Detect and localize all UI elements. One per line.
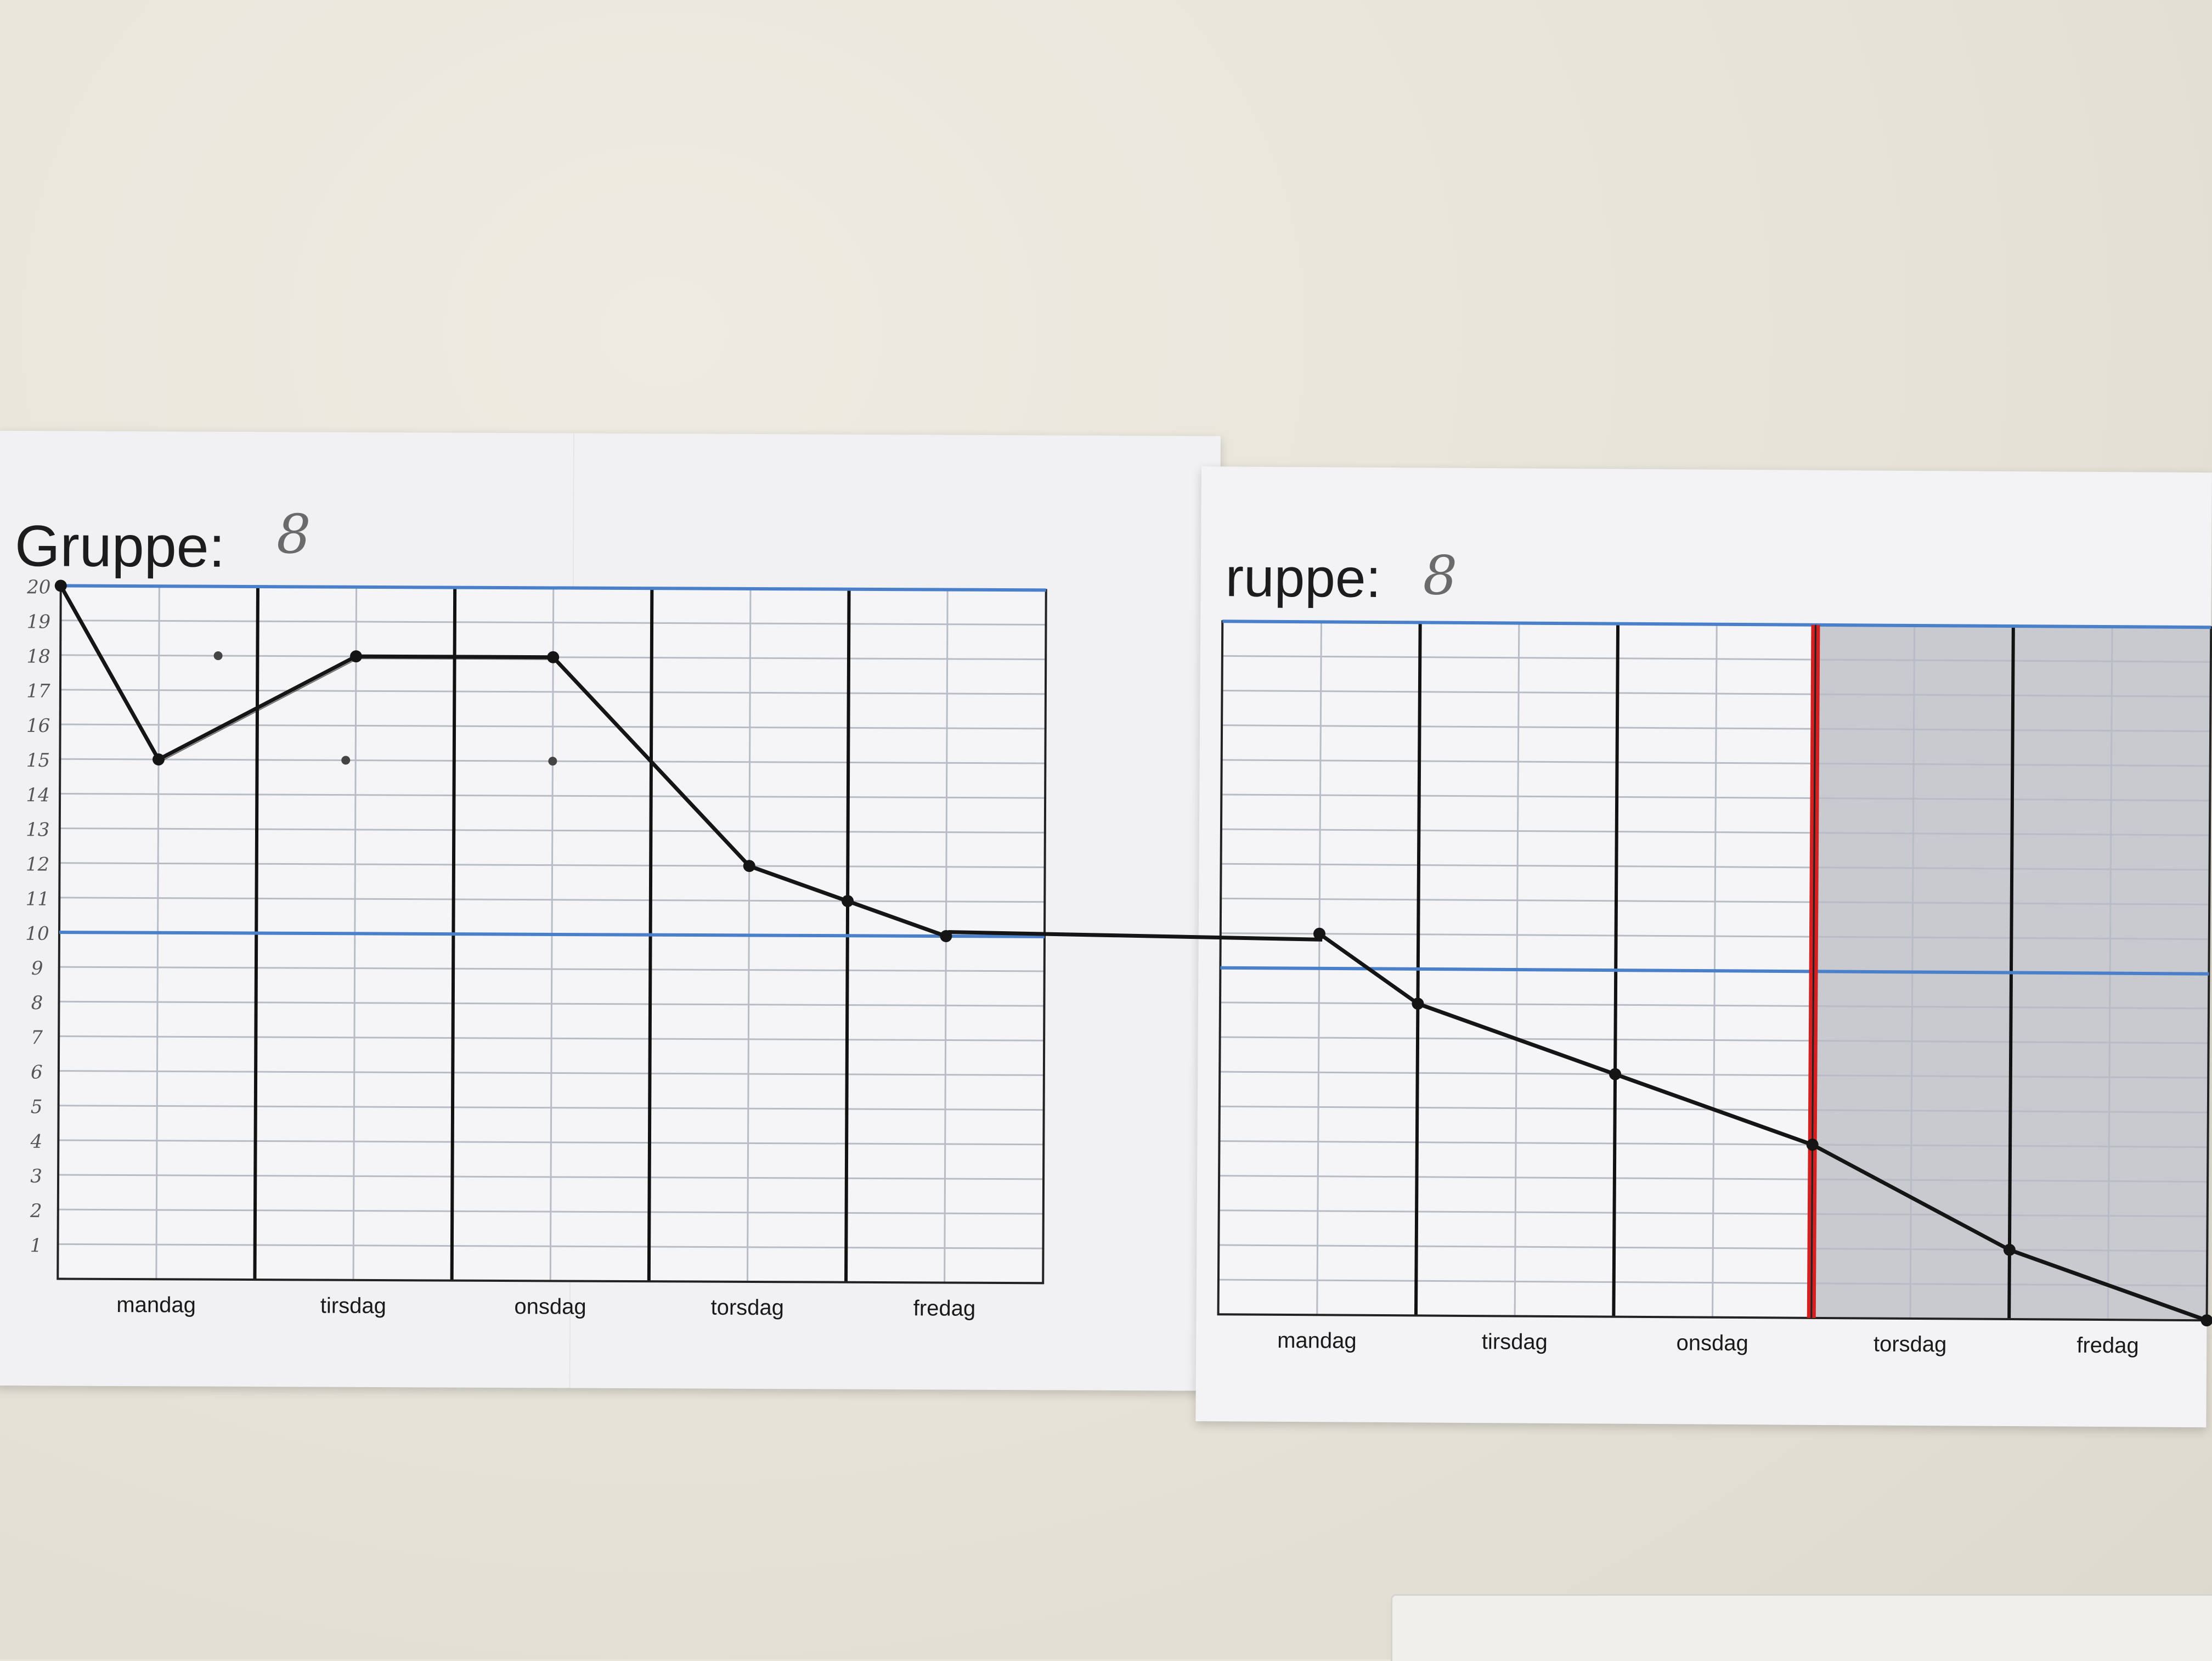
x-tick-label: torsdag <box>710 1296 784 1320</box>
y-tick-label: 7 <box>31 1027 43 1049</box>
data-point <box>743 860 755 872</box>
chart-sheet-left: Gruppe: 8 1 2 3 4 5 6 7 8 9 10 11 12 13 14 15 16 17 18 19 2… <box>0 431 1221 1391</box>
x-tick-label: fredag <box>913 1296 976 1320</box>
y-tick-label: 13 <box>26 819 49 841</box>
x-tick-label: fredag <box>2076 1333 2139 1358</box>
x-tick-label: mandag <box>116 1293 196 1317</box>
data-point <box>1313 927 1326 940</box>
data-point <box>842 895 854 908</box>
data-point <box>350 650 363 663</box>
burndown-line <box>1318 932 2208 1322</box>
data-point <box>2003 1243 2016 1256</box>
data-point <box>547 651 560 663</box>
reference-line <box>1222 620 2211 629</box>
data-point <box>1609 1068 1622 1080</box>
reference-line <box>1220 966 2209 976</box>
y-tick-label: 17 <box>26 680 50 702</box>
data-point <box>1412 998 1424 1010</box>
x-tick-label: tirsdag <box>320 1294 386 1319</box>
y-tick-label: 12 <box>26 853 49 875</box>
burndown-line-retrace <box>1321 935 2209 1324</box>
y-tick-label: 1 <box>30 1235 42 1257</box>
y-tick-label: 11 <box>26 888 49 910</box>
data-point <box>940 930 952 943</box>
burndown-chart-right: mandag tirsdag onsdag torsdag fredag <box>1217 620 2212 1358</box>
y-tick-label: 4 <box>30 1131 42 1153</box>
x-tick-label: torsdag <box>1874 1332 1947 1357</box>
x-tick-label: onsdag <box>514 1294 586 1319</box>
y-tick-label: 3 <box>30 1165 42 1187</box>
y-tick-label: 15 <box>26 750 50 772</box>
stray-dot <box>548 757 557 766</box>
y-tick-label: 2 <box>30 1200 42 1222</box>
data-point <box>1806 1139 1819 1151</box>
x-tick-label: onsdag <box>1677 1331 1749 1355</box>
y-tick-label: 6 <box>31 1061 43 1083</box>
reference-line <box>59 930 1045 938</box>
data-point <box>2200 1314 2212 1327</box>
data-point <box>152 753 165 766</box>
x-tick-label: mandag <box>1277 1328 1357 1353</box>
y-tick-label: 8 <box>31 992 43 1014</box>
y-tick-label: 5 <box>31 1096 43 1118</box>
x-tick-label: tirsdag <box>1482 1330 1548 1354</box>
data-point <box>54 579 67 592</box>
reference-line <box>60 584 1046 592</box>
today-marker-core <box>1810 624 1816 1318</box>
chart-sheet-right: ruppe: 8 mandag tirsdag onsdag torsdag freda… <box>1195 466 2212 1428</box>
stray-dot <box>341 756 351 765</box>
wall-switch-plate <box>1391 1594 2212 1661</box>
y-tick-label: 20 <box>26 576 50 598</box>
y-tick-label: 9 <box>31 958 43 979</box>
stray-dot <box>213 651 223 661</box>
y-tick-label: 19 <box>27 611 50 633</box>
y-tick-label: 18 <box>26 646 50 668</box>
y-tick-label: 14 <box>26 784 49 806</box>
y-tick-label: 16 <box>26 715 50 737</box>
y-tick-label: 10 <box>25 923 49 945</box>
